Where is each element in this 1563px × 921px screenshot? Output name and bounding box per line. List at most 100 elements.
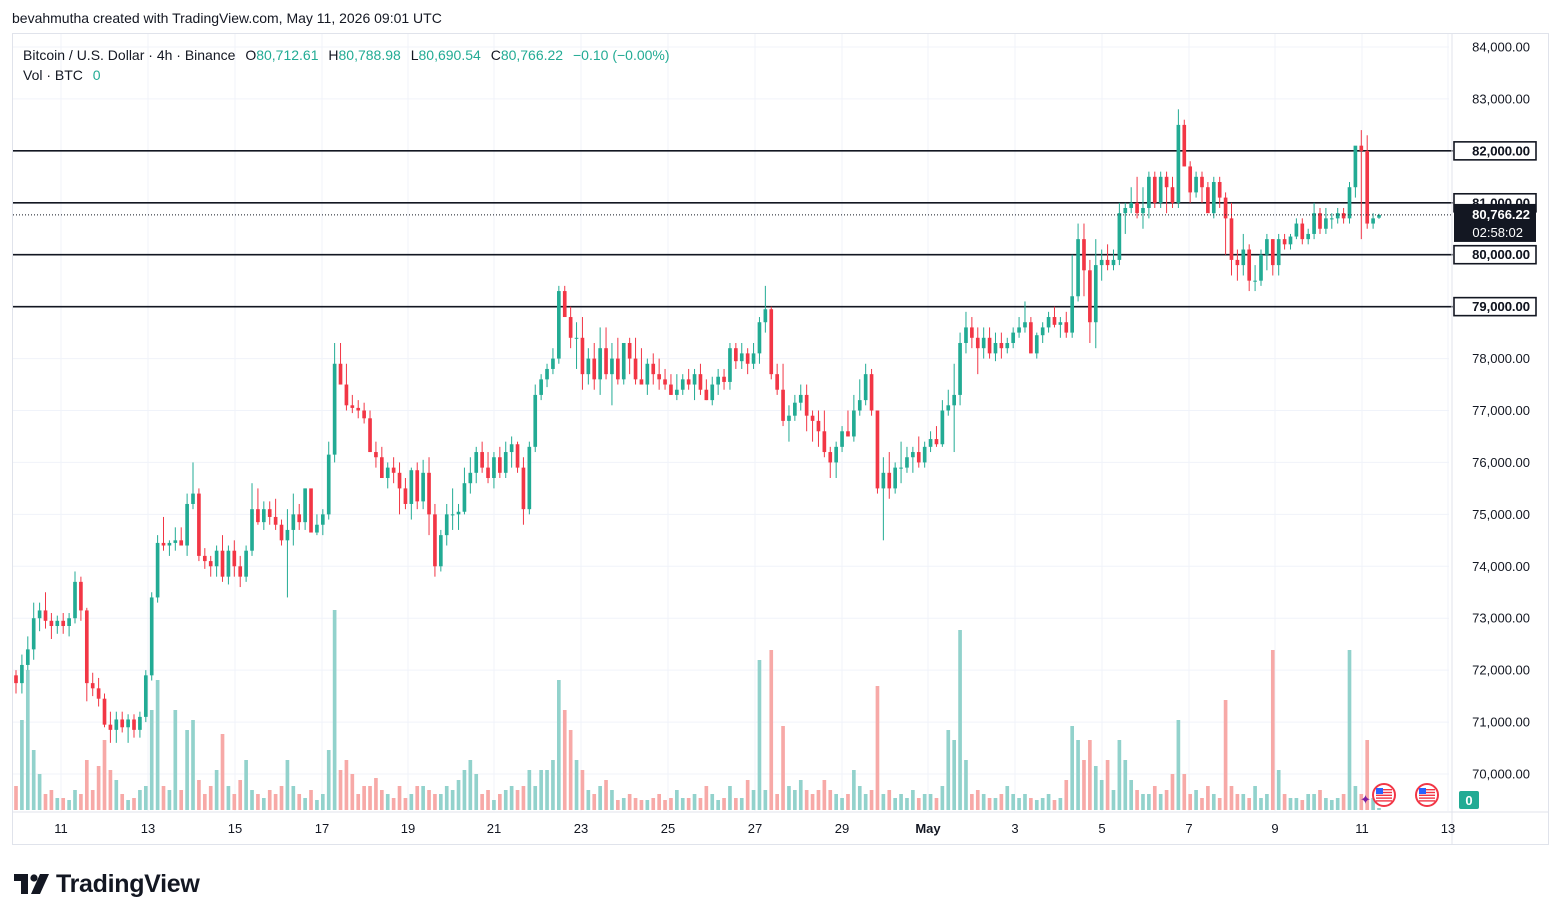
candle [238, 555, 243, 588]
candle-body [486, 467, 490, 479]
candle-body [14, 675, 18, 684]
candle-body [1176, 124, 1181, 203]
candle [680, 374, 685, 395]
candle [1241, 233, 1246, 276]
candle [999, 332, 1004, 359]
candle-body [893, 467, 897, 489]
volume-label[interactable]: Vol · BTC [23, 67, 83, 83]
candle-body [521, 467, 526, 510]
symbol-title[interactable]: Bitcoin / U.S. Dollar · 4h · Binance [23, 47, 236, 63]
volume-bar [1194, 790, 1198, 810]
price-tick-label: 80,000.00 [1472, 247, 1530, 262]
volume-bar [1034, 800, 1039, 810]
candle [309, 488, 313, 533]
candle [722, 368, 726, 390]
candle-body [1164, 176, 1169, 188]
candle [173, 527, 178, 551]
volume-bar [1365, 740, 1370, 810]
candle [639, 348, 644, 385]
chart-frame[interactable] [12, 33, 1549, 845]
candle-body [1188, 166, 1193, 193]
candle [1341, 207, 1346, 224]
volume-bar [102, 740, 107, 810]
candle-body [297, 514, 302, 523]
candle [958, 332, 962, 406]
candle [1040, 322, 1045, 343]
time-axis[interactable]: 11 13 15 17 19 21 23 25 27 29 May 3 5 7 9 11 13 [13, 811, 1549, 836]
volume-bar [303, 798, 307, 810]
volume-bar [1164, 790, 1169, 810]
tradingview-wordmark: TradingView [56, 870, 200, 898]
candle [875, 410, 880, 494]
candle [586, 348, 591, 385]
sparkle-icon[interactable]: ✦ [1360, 793, 1371, 808]
candle-body [138, 716, 142, 730]
candle [379, 446, 384, 479]
candle [1276, 233, 1281, 276]
candle [539, 374, 543, 401]
volume-bars [14, 610, 1381, 810]
candle [503, 441, 508, 479]
candle-body [261, 509, 266, 523]
candle [621, 342, 626, 385]
volume-bar [822, 780, 827, 810]
candle-body [368, 418, 372, 453]
candle [1329, 213, 1334, 229]
candle [598, 327, 602, 395]
volume-bar [126, 800, 130, 810]
volume-bar [645, 800, 650, 810]
candle-body [409, 470, 414, 504]
candle [143, 670, 148, 723]
high-label: H [328, 47, 339, 63]
candle [285, 509, 290, 598]
candle-body [1194, 176, 1198, 193]
candle [261, 501, 266, 530]
volume-value-label: 0 [1465, 793, 1472, 808]
volume-bar [574, 760, 579, 810]
us-flag-event-icon[interactable] [1372, 783, 1396, 807]
candle-body [551, 358, 555, 369]
candle-body [686, 379, 691, 385]
candle [857, 379, 862, 416]
candle-body [1111, 259, 1116, 266]
candle [350, 394, 355, 414]
candle-body [1105, 259, 1110, 266]
candle-body [1247, 249, 1252, 281]
date-tick-label: 19 [401, 821, 415, 836]
candle [1135, 176, 1139, 219]
tradingview-branding[interactable]: TradingView [14, 870, 200, 899]
candle [132, 714, 136, 738]
candle-body [1158, 176, 1163, 203]
candle-body [763, 309, 768, 323]
candle [1353, 145, 1358, 198]
volume-bar [79, 794, 83, 810]
volume-bar [374, 778, 378, 810]
us-flag-event-icon[interactable] [1415, 783, 1439, 807]
volume-bar [444, 786, 449, 810]
candle [96, 677, 101, 707]
candle [798, 384, 803, 411]
volume-bar [722, 798, 726, 810]
candle-body [84, 610, 89, 684]
candle-body [108, 724, 113, 730]
price-tick-label: 77,000.00 [1472, 403, 1530, 418]
volume-bar [486, 790, 490, 810]
candle-body [616, 358, 620, 380]
candle-body [1064, 322, 1069, 333]
candle-body [769, 309, 774, 375]
candle-body [338, 363, 343, 385]
candle [415, 462, 420, 510]
volume-bar [90, 790, 95, 810]
date-tick-label: 5 [1098, 821, 1105, 836]
price-tick-label: 71,000.00 [1472, 715, 1530, 730]
candle [1123, 202, 1128, 234]
candle-body [804, 394, 809, 416]
candle-body [1058, 322, 1063, 325]
candle-body [1082, 239, 1086, 271]
candle-body [250, 509, 254, 551]
candle [385, 462, 390, 489]
candle-body [669, 384, 673, 395]
volume-bar [208, 786, 213, 810]
